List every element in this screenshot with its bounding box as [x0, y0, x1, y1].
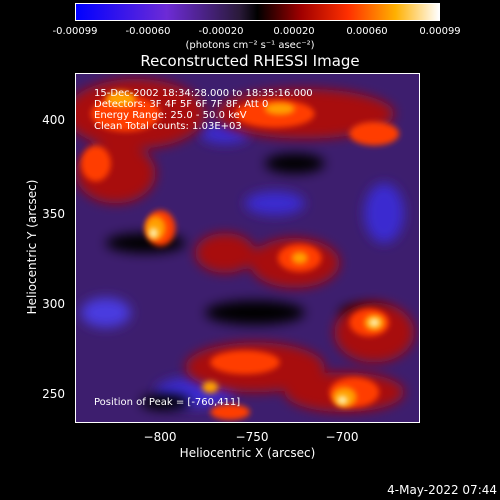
y-tick-label: 400 — [42, 113, 65, 127]
detectors-label: Detectors: 3F 4F 5F 6F 7F 8F, Att 0 — [94, 99, 269, 110]
timestamp: 4-May-2022 07:44 — [387, 483, 497, 497]
colorbar-tick-label: 0.00099 — [419, 26, 461, 37]
y-axis-label: Heliocentric Y (arcsec) — [25, 179, 39, 315]
rhessi-image — [76, 74, 419, 422]
colorbar-tick-label: -0.00060 — [125, 26, 171, 37]
y-tick-label: 300 — [42, 297, 65, 311]
colorbar-tick-label: 0.00060 — [346, 26, 388, 37]
x-tick-label: −800 — [143, 430, 177, 444]
colorbar-tick-label: 0.00020 — [273, 26, 315, 37]
time-range-label: 15-Dec-2002 18:34:28.000 to 18:35:16.000 — [94, 88, 313, 99]
colorbar-unit-label: (photons cm⁻² s⁻¹ asec⁻²) — [185, 40, 315, 51]
colorbar — [75, 3, 440, 21]
y-tick-label: 350 — [42, 207, 65, 221]
image-title: Reconstructed RHESSI Image — [140, 52, 360, 70]
x-axis-label: Heliocentric X (arcsec) — [179, 446, 316, 460]
x-tick-label: −700 — [325, 430, 359, 444]
x-tick-label: −750 — [235, 430, 269, 444]
colorbar-tick-label: -0.00099 — [52, 26, 98, 37]
rhessi-image-panel: 15-Dec-2002 18:34:28.000 to 18:35:16.000… — [75, 73, 420, 423]
energy-range-label: Energy Range: 25.0 - 50.0 keV — [94, 110, 247, 121]
clean-counts-label: Clean Total counts: 1.03E+03 — [94, 121, 242, 132]
y-tick-label: 250 — [42, 387, 65, 401]
colorbar-tick-label: -0.00020 — [198, 26, 244, 37]
peak-position-label: Position of Peak = [-760,411] — [94, 397, 241, 408]
colorbar-gradient — [76, 4, 439, 20]
